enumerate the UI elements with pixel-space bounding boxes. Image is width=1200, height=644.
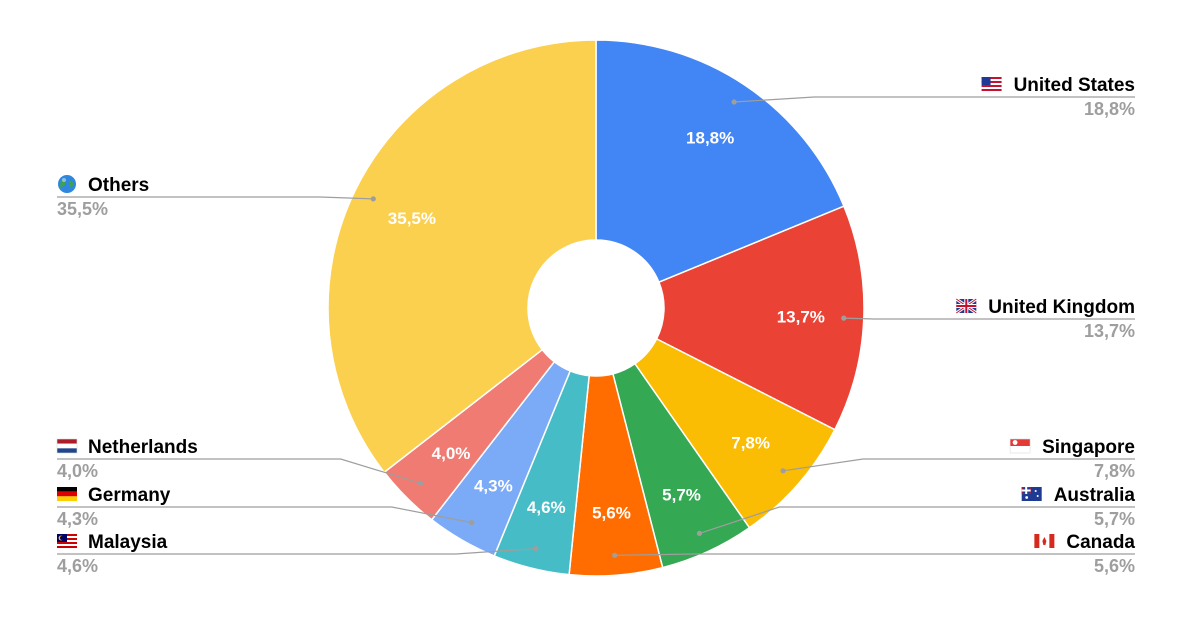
slice-label-others: 35,5%: [388, 209, 436, 228]
leader-line: [782, 458, 1135, 472]
uk-flag-icon: [955, 297, 978, 315]
slice-label-united-kingdom: 13,7%: [777, 307, 825, 326]
slice-united-kingdom[interactable]: [655, 205, 865, 431]
legend-name: United States: [1014, 75, 1135, 96]
leader-dot: [841, 315, 847, 321]
leader-dot: [469, 520, 475, 526]
leader-line: [734, 96, 1135, 103]
slice-label-malaysia: 4,6%: [527, 498, 566, 517]
legend-percent: 4,6%: [57, 556, 98, 576]
callouts: United States 18,8% United Kingdom 13,7% Sin…: [56, 75, 1136, 576]
slice-label-australia: 5,7%: [662, 485, 701, 504]
legend-percent: 5,6%: [1094, 556, 1135, 576]
globe-icon: [58, 175, 76, 193]
slice-label-singapore: 7,8%: [731, 434, 770, 453]
legend-name: Singapore: [1042, 437, 1135, 458]
legend-percent: 18,8%: [1084, 99, 1135, 119]
us-flag-icon: [981, 77, 1002, 91]
legend-percent: 7,8%: [1094, 461, 1135, 481]
callout-canada: Canada 5,6%: [612, 532, 1135, 576]
leader-dot: [731, 99, 737, 105]
nl-flag-icon: [56, 438, 78, 454]
legend-percent: 5,7%: [1094, 509, 1135, 529]
au-flag-icon: [1021, 487, 1042, 501]
leader-line: [57, 547, 536, 555]
legend-name: United Kingdom: [988, 297, 1135, 318]
leader-dot: [533, 545, 539, 552]
sg-flag-icon: [1009, 438, 1031, 454]
callout-united-kingdom: United Kingdom 13,7%: [841, 297, 1135, 341]
slice-united-states[interactable]: [595, 39, 845, 284]
leader-line: [57, 458, 421, 484]
slice-label-united-states: 18,8%: [686, 129, 734, 148]
leader-line: [843, 317, 1135, 320]
leader-line: [699, 506, 1135, 534]
callout-others: Others 35,5%: [57, 175, 376, 219]
slice-label-germany: 4,3%: [474, 476, 513, 495]
callout-united-states: United States 18,8%: [731, 75, 1135, 119]
leader-dot: [696, 530, 703, 536]
legend-name: Germany: [88, 485, 171, 506]
ca-flag-icon: [1034, 534, 1055, 548]
leader-dot: [418, 480, 424, 486]
slice-singapore[interactable]: [633, 337, 836, 529]
legend-name: Malaysia: [88, 532, 168, 553]
leader-dot: [370, 196, 376, 202]
legend-percent: 4,0%: [57, 461, 98, 481]
leader-line: [57, 506, 472, 524]
slice-label-netherlands: 4,0%: [432, 444, 471, 463]
callout-australia: Australia 5,7%: [696, 485, 1136, 536]
my-flag-icon: [57, 534, 77, 548]
slice-label-canada: 5,6%: [592, 503, 631, 522]
callout-germany: Germany 4,3%: [57, 485, 475, 529]
callout-malaysia: Malaysia 4,6%: [57, 532, 539, 576]
legend-name: Australia: [1054, 485, 1136, 506]
slice-labels: 18,8% 13,7% 7,8% 5,7% 5,6% 4,6% 4,3%4,0% 35,5%: [388, 129, 825, 523]
callout-singapore: Singapore 7,8%: [780, 437, 1135, 481]
leader-line: [614, 553, 1135, 556]
leader-line: [57, 196, 374, 200]
slice-others[interactable]: [327, 39, 597, 474]
legend-percent: 35,5%: [57, 199, 108, 219]
callout-netherlands: Netherlands 4,0%: [56, 437, 424, 486]
slices: [327, 39, 865, 577]
legend-name: Netherlands: [88, 437, 198, 458]
leader-dot: [780, 468, 786, 474]
legend-name: Others: [88, 175, 149, 196]
legend-percent: 13,7%: [1084, 321, 1135, 341]
de-flag-icon: [57, 487, 77, 501]
legend-name: Canada: [1066, 532, 1135, 553]
leader-dot: [612, 552, 618, 558]
legend-percent: 4,3%: [57, 509, 98, 529]
